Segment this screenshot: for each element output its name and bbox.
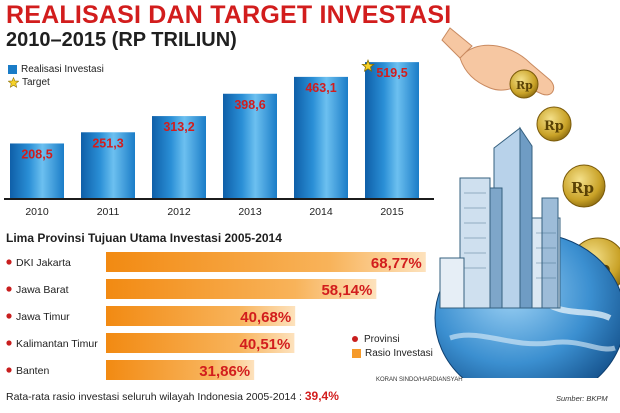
legend-label-provinsi: Provinsi — [364, 333, 400, 345]
coin-icon: Rp — [509, 69, 539, 99]
hbar-value-label: 31,86% — [199, 363, 250, 380]
page-subtitle: 2010–2015 (RP TRILIUN) — [6, 29, 237, 51]
bar-value-label: 313,2 — [163, 120, 194, 134]
vertical-bar-chart: 208,5 2010 251,3 2011 313,2 2012 398,6 2013 463,… — [4, 59, 434, 218]
legend-item-rasio: Rasio Investasi — [352, 346, 433, 360]
page-title: REALISASI DAN TARGET INVESTASI — [6, 1, 452, 29]
x-axis-line — [4, 198, 434, 200]
bar-value-label: 208,5 — [21, 147, 52, 161]
svg-text:Rp: Rp — [516, 79, 533, 92]
horizontal-bar-chart: DKI Jakarta 68,77% Jawa Barat 58,14% Jawa Ti… — [6, 252, 426, 380]
bar — [10, 143, 64, 198]
legend-swatch-rasio — [352, 348, 361, 358]
dot-icon — [6, 286, 12, 292]
legend-item-realisasi: Realisasi Investasi — [8, 63, 104, 76]
province-label: Jawa Timur — [16, 311, 70, 323]
x-tick-label: 2011 — [97, 206, 120, 218]
hbar-value-label: 68,77% — [371, 255, 422, 272]
hbar — [106, 279, 377, 299]
bar — [223, 93, 277, 198]
dot-icon — [352, 336, 358, 342]
footer-average: 39,4% — [304, 389, 339, 403]
x-tick-label: 2012 — [167, 206, 191, 218]
x-tick-label: 2015 — [380, 206, 404, 218]
x-tick-label: 2013 — [238, 206, 262, 218]
legend-item-target: Target — [8, 76, 104, 89]
source-text: Sumber: BKPM — [556, 394, 608, 403]
star-icon — [8, 77, 19, 88]
bar — [152, 116, 206, 198]
legend-bottom: Provinsi Rasio Investasi — [352, 332, 433, 360]
bar-value-label: 463,1 — [305, 81, 336, 95]
dot-icon — [6, 259, 12, 265]
legend-label-rasio: Rasio Investasi — [365, 347, 433, 359]
province-label: Jawa Barat — [16, 284, 69, 296]
province-label: Banten — [16, 365, 49, 377]
province-label: Kalimantan Timur — [16, 338, 98, 350]
legend-top: Realisasi Investasi Target — [8, 63, 104, 89]
dot-icon — [6, 367, 12, 373]
star-icon — [361, 59, 375, 73]
x-tick-label: 2014 — [309, 206, 333, 218]
legend-label-realisasi: Realisasi Investasi — [21, 64, 104, 75]
illustration: Rp Rp Rp Rp — [434, 27, 620, 378]
hbar — [106, 306, 296, 326]
bar-value-label: 519,5 — [376, 66, 407, 80]
legend-swatch-realisasi — [8, 65, 17, 74]
hbar — [106, 252, 426, 272]
svg-text:Rp: Rp — [571, 179, 594, 197]
hbar — [106, 333, 295, 353]
bar — [81, 132, 135, 198]
province-label: DKI Jakarta — [16, 257, 71, 269]
hbar-value-label: 58,14% — [321, 282, 372, 299]
footer-note: Rata-rata rasio investasi seluruh wilaya… — [6, 389, 339, 403]
coin-icon: Rp — [562, 164, 606, 208]
x-tick-label: 2010 — [25, 206, 49, 218]
legend-item-provinsi: Provinsi — [352, 332, 433, 346]
section-title-provinces: Lima Provinsi Tujuan Utama Investasi 200… — [6, 231, 282, 245]
dot-icon — [6, 313, 12, 319]
bar-value-label: 251,3 — [92, 136, 123, 150]
legend-label-target: Target — [22, 77, 50, 88]
bar-value-label: 398,6 — [234, 98, 265, 112]
hbar-value-label: 40,51% — [239, 336, 290, 353]
hbar-value-label: 40,68% — [240, 309, 291, 326]
hbar — [106, 360, 255, 380]
coin-icon: Rp — [536, 106, 572, 142]
credit-text: KORAN SINDO/HARDIANSYAH — [376, 377, 463, 383]
bar — [365, 62, 419, 198]
svg-text:Rp: Rp — [544, 119, 564, 134]
footer-note-text: Rata-rata rasio investasi seluruh wilaya… — [6, 391, 305, 403]
dot-icon — [6, 340, 12, 346]
buildings-icon — [439, 126, 561, 309]
bar — [294, 76, 348, 198]
